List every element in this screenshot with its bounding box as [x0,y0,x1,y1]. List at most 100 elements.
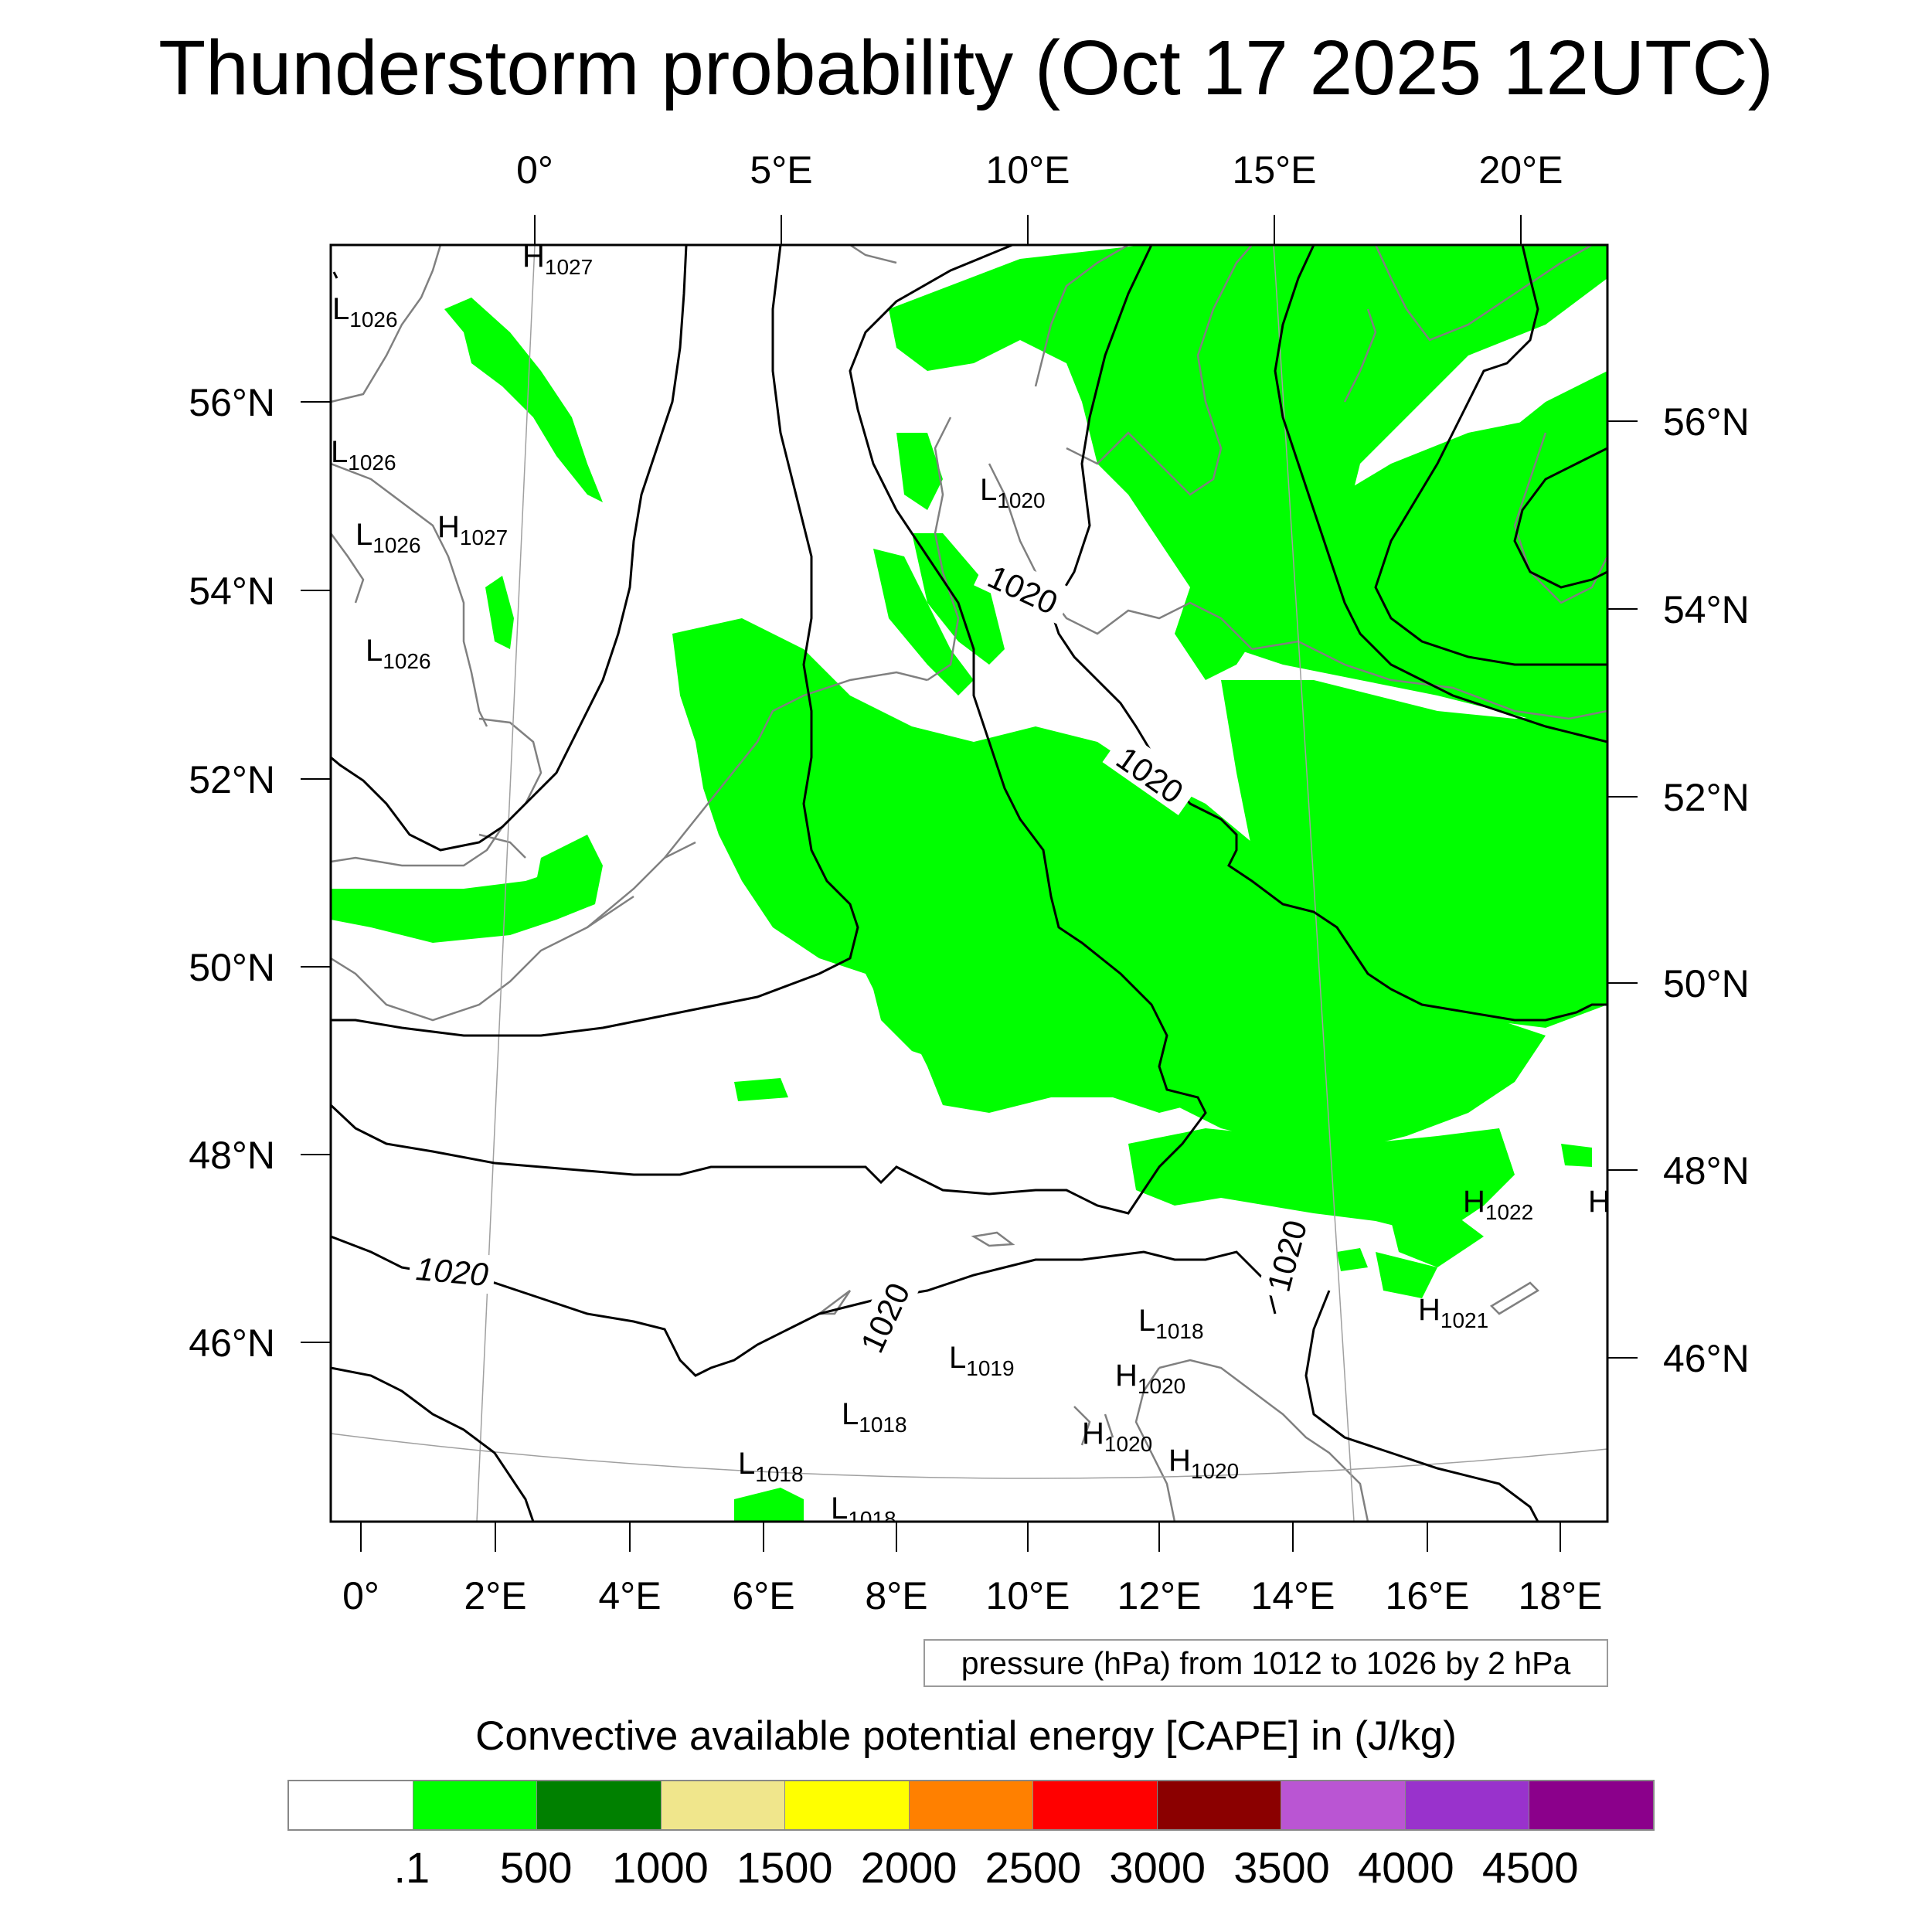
coast-channel [331,895,634,1022]
colorbar-tick-label: 2500 [985,1843,1082,1892]
colorbar-tick-label: 3000 [1109,1843,1206,1892]
pressure-center-low: L1026 [355,518,421,557]
coast-britain-east-2 [331,462,488,727]
coast-lake-balaton [1489,1281,1540,1315]
colorbar-swatch [1157,1781,1282,1829]
lat-label-left: 50°N [189,946,275,989]
colorbar-swatch [1529,1781,1654,1829]
cape-area-belgium [533,835,603,920]
cape-area-ruhr [773,835,850,927]
pressure-center-low: L1026 [332,292,398,332]
meridian-0 [476,245,536,1522]
lat-label-right: 46°N [1663,1337,1750,1380]
coast-britain-east [331,245,442,403]
ticks [301,215,1638,1552]
lon-label-bottom: 12°E [1117,1574,1202,1617]
lat-label-right: 54°N [1663,588,1750,631]
lon-label-top: 10°E [986,148,1070,192]
lon-label-top: 20°E [1479,148,1563,192]
pressure-center-low: L1026 [366,634,431,673]
lat-label-right: 50°N [1663,962,1750,1005]
pressure-center-low: L1020 [980,473,1046,512]
lon-label-bottom: 4°E [598,1574,661,1617]
colorbar-swatch [413,1781,538,1829]
lat-label-left: 46°N [189,1321,275,1365]
isobar-1020-lower [331,1235,1277,1377]
isobar-closed-east [1513,447,1607,589]
pressure-center-high: H1027 [437,510,508,549]
colorbar-swatch [1281,1781,1406,1829]
isobars [331,245,1607,1522]
top-lon-labels: 0° 5°E 10°E 15°E 20°E [516,148,1563,192]
coast-sweden-south [1066,245,1253,496]
cape-area-east-patch [1561,1144,1592,1167]
cape-area-skagerrak [873,549,974,696]
right-lat-labels: 56°N 54°N 52°N 50°N 48°N 46°N [1663,400,1750,1380]
isobar-1020-east [1304,1290,1539,1522]
colorbar-tick-label: 3500 [1233,1843,1330,1892]
pressure-centers: H1027 L1026 L1026 L1026 H1027 L1026 L102… [331,240,1611,1531]
isobar-1022-east [1274,245,1607,743]
pressure-center-low: L1018 [738,1447,804,1486]
coast-denmark-east [988,463,1253,650]
lon-label-top: 15°E [1233,148,1317,192]
isobar-label-group: 1020 1020 1020 1020 1020 [408,549,1317,1365]
cape-area-scandinavia [889,245,1607,680]
pressure-center-high: H1020 [1168,1444,1239,1483]
pressure-center-low: L1018 [1138,1304,1204,1343]
parallel-45n [331,1433,1607,1479]
cape-area-english-channel [331,866,587,943]
colorbar-swatch [909,1781,1034,1829]
pressure-center-high: H1027 [522,240,593,279]
isobar-1026-north [331,245,688,852]
coastlines [331,245,1607,1522]
cape-area-pannonia [1376,1252,1437,1298]
cape-area-adriatic-speckle [1337,1248,1368,1271]
colorbar-swatch [1033,1781,1158,1829]
lon-label-bottom: 2°E [464,1574,526,1617]
cape-area-poland [1221,680,1607,1028]
lat-label-left: 48°N [189,1134,275,1177]
colorbar-tick-label: 4000 [1358,1843,1454,1892]
coast-germany-north [927,417,960,682]
coast-ireland-sea [331,532,365,604]
colorbar-swatch [661,1781,786,1829]
pressure-center-high: H1021 [1418,1293,1488,1332]
lon-label-bottom: 18°E [1519,1574,1603,1617]
lon-label-bottom: 6°E [732,1574,794,1617]
coast-baltic-south [1251,640,1607,720]
colorbar [287,1780,1655,1831]
graticule [331,245,1607,1522]
lat-label-right: 56°N [1663,400,1750,444]
lon-label-top: 5°E [750,148,812,192]
cape-area-baltic-north [1507,371,1607,448]
colorbar-tick-label: 4500 [1481,1843,1579,1892]
isobar-1022-scot [332,271,338,279]
colorbar-tick-label: 1000 [612,1843,709,1892]
pressure-center-low: L1019 [949,1341,1015,1380]
pressure-center-high: H [1588,1185,1611,1219]
coast-finland-gulf [1374,245,1593,342]
pressure-center-low: L1018 [842,1397,907,1437]
isobar-1020-upper [1049,245,1607,1022]
pressure-center-low: L1018 [831,1492,896,1531]
coast-sweden [1034,245,1129,387]
lon-label-bottom: 10°E [986,1574,1070,1617]
colorbar-tick-label: .1 [393,1843,430,1892]
lat-label-left: 52°N [189,758,275,801]
isobar-label: 1020 [414,1250,490,1293]
left-lat-labels: 56°N 54°N 52°N 50°N 48°N 46°N [189,381,275,1365]
cape-area-scotland-east [485,576,514,649]
coast-thames [478,833,526,859]
colorbar-swatch [537,1781,662,1829]
cape-area-south-patch [734,1488,804,1522]
coast-benelux [664,671,928,859]
cape-area-alps-north [1128,1128,1515,1236]
cape-area-sweden-west [896,433,943,510]
map-frame [329,243,1609,1523]
lon-label-bottom: 8°E [865,1574,927,1617]
pressure-center-low: L1026 [331,435,396,474]
colorbar-tick-label: 500 [499,1843,573,1892]
cape-area-hungary [1391,1213,1484,1267]
map-content: 1020 1020 1020 1020 1020 H1027 L1026 L10… [331,240,1611,1531]
